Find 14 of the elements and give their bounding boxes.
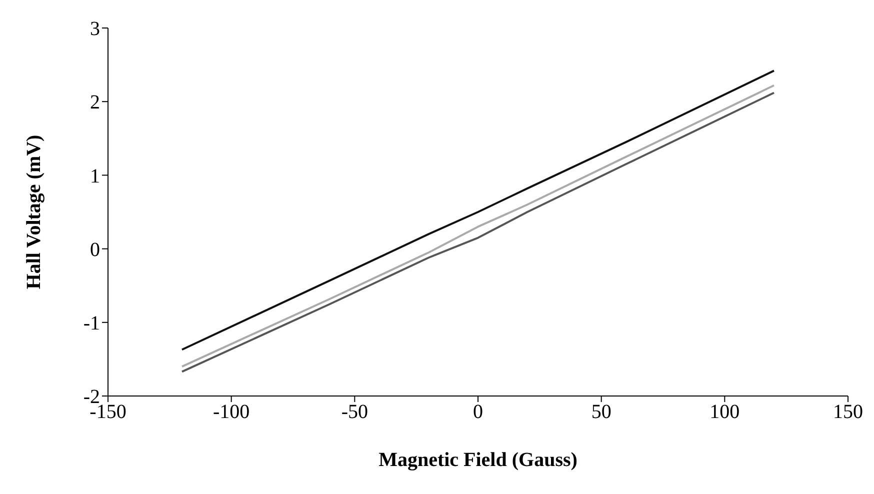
x-tick-label: -50 [341, 401, 368, 424]
y-tick-label: 3 [90, 18, 100, 40]
x-tick-label: 100 [710, 401, 740, 424]
x-tick-label: 0 [473, 401, 483, 424]
x-tick-label: 150 [833, 401, 863, 424]
y-tick-label: -1 [83, 312, 100, 334]
y-tick-label: 1 [90, 165, 100, 188]
x-tick-label: 50 [591, 401, 612, 424]
y-axis-title: Hall Voltage (mV) [23, 134, 46, 290]
y-tick-label: 2 [90, 92, 100, 114]
y-tick-label: -2 [83, 386, 100, 408]
y-tick-label: 0 [90, 238, 100, 261]
x-axis-title: Magnetic Field (Gauss) [378, 449, 578, 471]
x-tick-label: -100 [212, 401, 250, 424]
